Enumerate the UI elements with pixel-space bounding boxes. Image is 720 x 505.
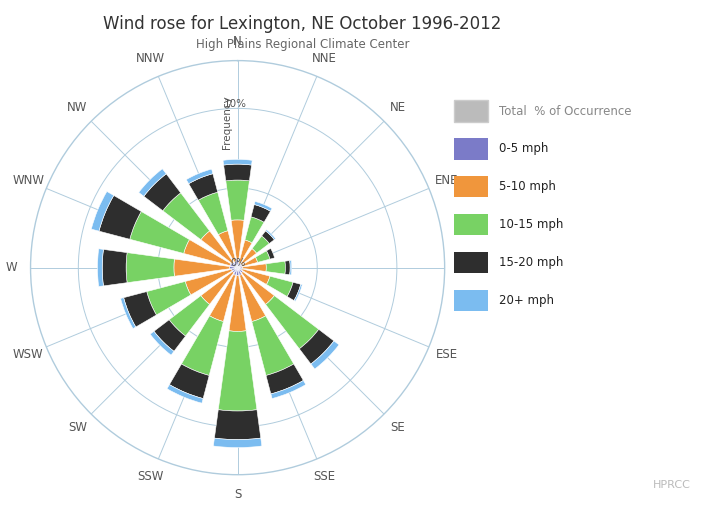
Bar <box>139 169 166 196</box>
Bar <box>242 257 258 267</box>
Bar <box>223 160 252 165</box>
Bar <box>231 220 244 260</box>
Bar <box>218 331 257 411</box>
Bar <box>238 267 243 268</box>
Bar <box>239 240 252 264</box>
Bar <box>285 261 290 275</box>
Bar <box>231 268 238 271</box>
Bar <box>185 269 232 295</box>
Bar <box>184 239 230 266</box>
Bar <box>213 438 262 447</box>
Bar <box>120 297 136 329</box>
Bar <box>201 272 234 305</box>
Bar <box>237 260 238 268</box>
Bar <box>238 268 242 275</box>
Bar <box>167 385 203 403</box>
Bar <box>311 341 339 369</box>
Bar <box>238 263 240 268</box>
Bar <box>243 264 266 272</box>
Text: Frequency: Frequency <box>222 95 232 148</box>
Bar <box>238 265 242 268</box>
Bar <box>241 272 274 305</box>
Bar <box>169 295 210 336</box>
Bar <box>215 410 261 440</box>
Bar <box>233 268 238 273</box>
Bar <box>266 248 274 259</box>
Bar <box>169 364 210 398</box>
Bar <box>300 329 334 364</box>
Bar <box>238 268 242 270</box>
Text: Total  % of Occurrence: Total % of Occurrence <box>499 105 631 118</box>
Text: 20+ mph: 20+ mph <box>499 294 554 307</box>
Bar <box>233 268 238 275</box>
Bar <box>252 236 269 253</box>
Bar <box>238 264 241 268</box>
Bar <box>261 231 274 243</box>
Bar <box>256 251 270 263</box>
Bar <box>287 282 301 300</box>
Bar <box>126 252 174 283</box>
Bar <box>266 261 285 274</box>
Bar <box>144 174 181 211</box>
Text: Wind rose for Lexington, NE October 1996-2012: Wind rose for Lexington, NE October 1996… <box>103 15 502 33</box>
Text: 0-5 mph: 0-5 mph <box>499 142 549 156</box>
Bar <box>266 230 276 240</box>
Text: HPRCC: HPRCC <box>653 480 691 490</box>
Bar <box>266 364 303 394</box>
Bar <box>124 291 156 327</box>
Bar <box>150 331 174 355</box>
Bar <box>237 268 238 276</box>
Bar <box>198 192 228 235</box>
Bar <box>230 267 238 269</box>
Bar <box>271 380 306 398</box>
Bar <box>163 193 210 240</box>
Bar <box>229 276 246 331</box>
Bar <box>224 164 251 181</box>
Text: 5-10 mph: 5-10 mph <box>499 180 556 193</box>
Bar <box>99 195 141 239</box>
Bar <box>174 259 230 276</box>
Bar <box>186 169 213 184</box>
Bar <box>233 263 238 268</box>
Bar <box>154 320 186 351</box>
Text: 0%: 0% <box>230 258 246 268</box>
Bar <box>238 268 243 273</box>
Bar <box>294 284 302 301</box>
Bar <box>230 264 238 268</box>
Bar <box>91 191 114 231</box>
Text: 10-15 mph: 10-15 mph <box>499 218 563 231</box>
Bar <box>251 205 271 222</box>
Bar <box>254 201 272 211</box>
Bar <box>201 231 234 264</box>
Bar <box>189 174 217 200</box>
Bar <box>289 261 292 275</box>
Bar <box>240 248 256 265</box>
Bar <box>242 269 270 284</box>
Bar <box>218 231 236 262</box>
Bar <box>210 275 235 322</box>
Bar <box>181 316 223 375</box>
Bar <box>226 180 249 220</box>
Bar <box>266 295 319 349</box>
Text: High Plains Regional Climate Center: High Plains Regional Climate Center <box>196 38 409 51</box>
Bar <box>235 262 238 268</box>
Bar <box>102 249 127 286</box>
Bar <box>252 316 294 375</box>
Bar <box>266 276 293 296</box>
Bar <box>245 217 264 243</box>
Bar <box>240 275 266 322</box>
Bar <box>130 212 189 254</box>
Text: 15-20 mph: 15-20 mph <box>499 256 563 269</box>
Bar <box>147 281 191 315</box>
Bar <box>97 249 104 286</box>
